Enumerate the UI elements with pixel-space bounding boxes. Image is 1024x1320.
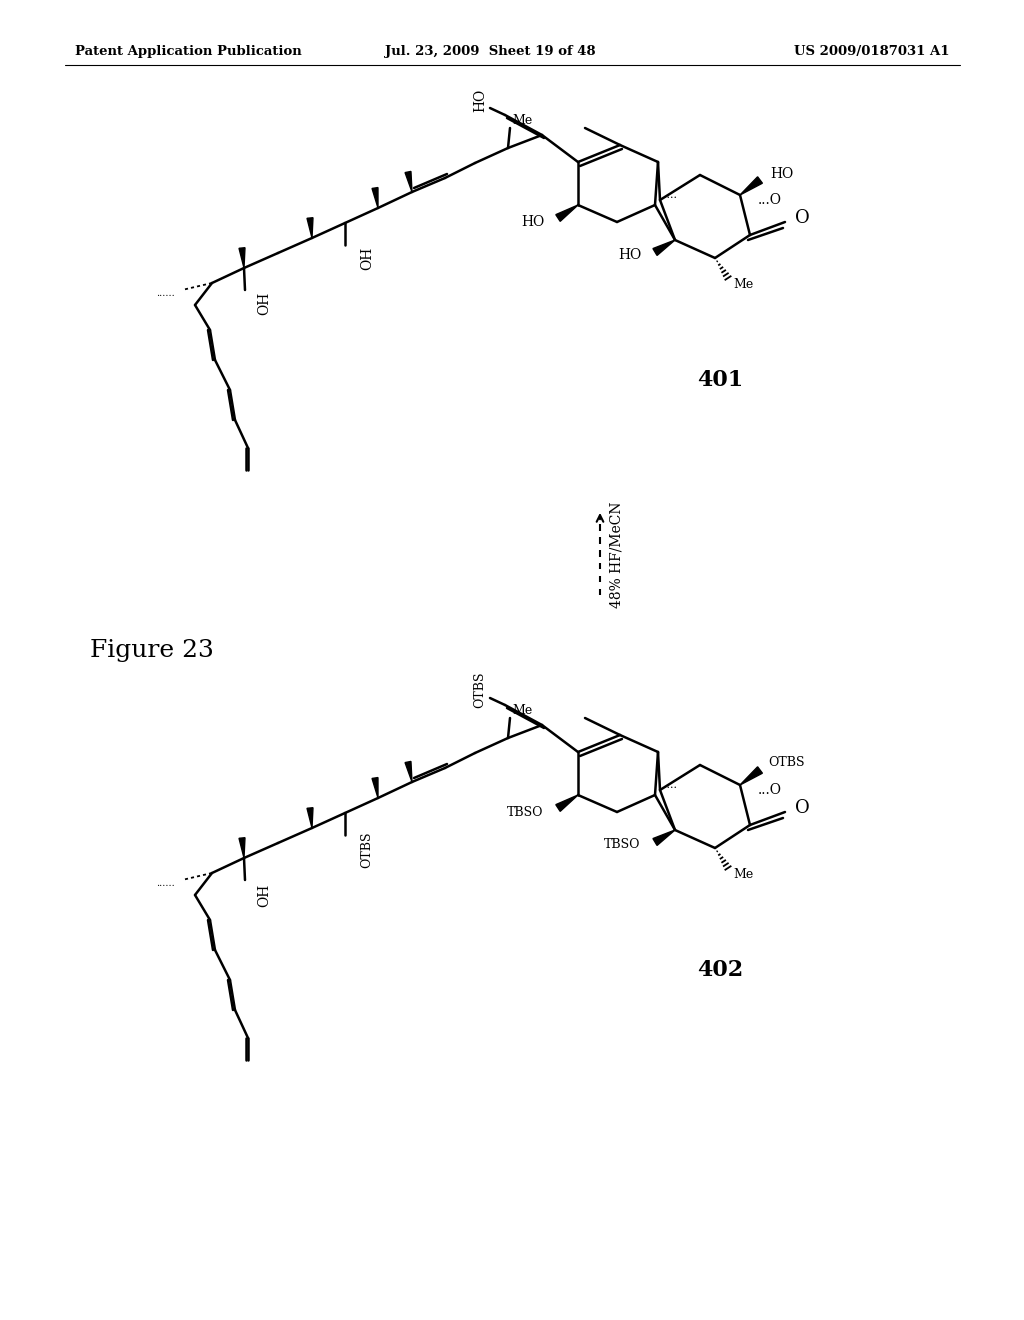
Polygon shape: [653, 240, 675, 256]
Text: TBSO: TBSO: [507, 805, 543, 818]
Polygon shape: [239, 838, 245, 858]
Text: O: O: [795, 799, 810, 817]
Text: Me: Me: [733, 277, 754, 290]
Text: Figure 23: Figure 23: [90, 639, 214, 661]
Text: HO: HO: [522, 215, 545, 228]
Text: ...O: ...O: [758, 193, 782, 207]
Text: Patent Application Publication: Patent Application Publication: [75, 45, 302, 58]
Polygon shape: [556, 205, 578, 222]
Text: 402: 402: [697, 960, 743, 981]
Polygon shape: [556, 795, 578, 812]
Text: Me: Me: [733, 867, 754, 880]
Text: Me: Me: [512, 114, 532, 127]
Text: US 2009/0187031 A1: US 2009/0187031 A1: [795, 45, 950, 58]
Text: TBSO: TBSO: [603, 838, 640, 851]
Text: ....: ....: [663, 190, 677, 201]
Polygon shape: [406, 762, 412, 781]
Polygon shape: [740, 177, 763, 195]
Text: Me: Me: [512, 704, 532, 717]
Text: OTBS: OTBS: [473, 672, 486, 709]
Text: 401: 401: [697, 370, 743, 391]
Polygon shape: [307, 218, 313, 238]
Text: HO: HO: [473, 88, 487, 112]
Polygon shape: [239, 248, 245, 268]
Polygon shape: [740, 767, 763, 785]
Text: OH: OH: [257, 883, 271, 907]
Text: ......: ......: [157, 879, 175, 888]
Polygon shape: [406, 172, 412, 191]
Polygon shape: [307, 808, 313, 828]
Text: 48% HF/MeCN: 48% HF/MeCN: [610, 502, 624, 609]
Text: HO: HO: [770, 168, 794, 181]
Text: Jul. 23, 2009  Sheet 19 of 48: Jul. 23, 2009 Sheet 19 of 48: [385, 45, 595, 58]
Polygon shape: [653, 830, 675, 845]
Text: ....: ....: [663, 780, 677, 789]
Text: OH: OH: [257, 292, 271, 314]
Text: OTBS: OTBS: [768, 756, 805, 770]
Text: OH: OH: [360, 247, 374, 269]
Text: HO: HO: [618, 248, 642, 261]
Polygon shape: [372, 187, 378, 209]
Polygon shape: [372, 777, 378, 799]
Text: OTBS: OTBS: [360, 832, 373, 869]
Text: O: O: [795, 209, 810, 227]
Text: ......: ......: [157, 289, 175, 298]
Text: ...O: ...O: [758, 783, 782, 797]
